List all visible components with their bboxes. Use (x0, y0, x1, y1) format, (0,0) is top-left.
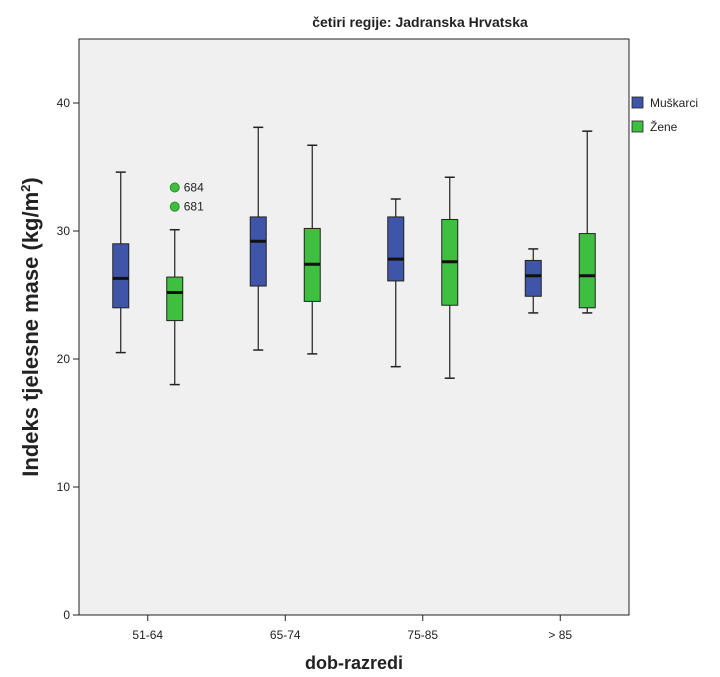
box (112, 243, 130, 309)
box-group (524, 248, 542, 314)
y-tick-label: 10 (57, 480, 71, 494)
y-axis-label-end: ) (18, 177, 43, 184)
y-tick-label: 40 (57, 96, 71, 110)
y-axis-label-superscript: 2 (18, 185, 33, 192)
box-group (578, 130, 596, 314)
box (166, 276, 184, 322)
outlier-point (169, 182, 180, 193)
box-group (387, 198, 405, 368)
plot-area (78, 38, 630, 616)
x-axis: 51-64 65-74 75-85 > 85 (132, 615, 572, 642)
box (524, 259, 542, 297)
legend-swatch (631, 96, 644, 109)
x-tick-label: > 85 (548, 628, 572, 642)
y-axis-label: Indeks tjelesne mase (kg/m2) (18, 177, 43, 476)
legend-label: Muškarci (650, 96, 698, 110)
box-group (303, 144, 321, 355)
box (249, 216, 267, 287)
chart-title: četiri regije: Jadranska Hrvatska (312, 14, 528, 30)
y-axis-label-main: Indeks tjelesne mase (kg/m (18, 192, 43, 477)
y-axis: 0 10 20 30 40 (57, 96, 79, 622)
y-tick-label: 30 (57, 224, 71, 238)
x-tick-label: 51-64 (132, 628, 163, 642)
legend-swatch (631, 120, 644, 133)
y-tick-label: 0 (63, 608, 70, 622)
box (387, 216, 405, 282)
box-group (441, 176, 459, 379)
outlier-point (169, 201, 180, 212)
y-tick-label: 20 (57, 352, 71, 366)
outlier-label: 684 (184, 180, 204, 194)
x-axis-label: dob-razredi (305, 653, 403, 673)
x-tick-label: 65-74 (270, 628, 301, 642)
x-tick-label: 75-85 (407, 628, 438, 642)
box-group (112, 171, 130, 354)
box (578, 233, 596, 309)
legend: Muškarci Žene (631, 96, 698, 134)
legend-label: Žene (650, 119, 678, 134)
outlier-label: 681 (184, 200, 204, 214)
box-group (249, 126, 267, 351)
